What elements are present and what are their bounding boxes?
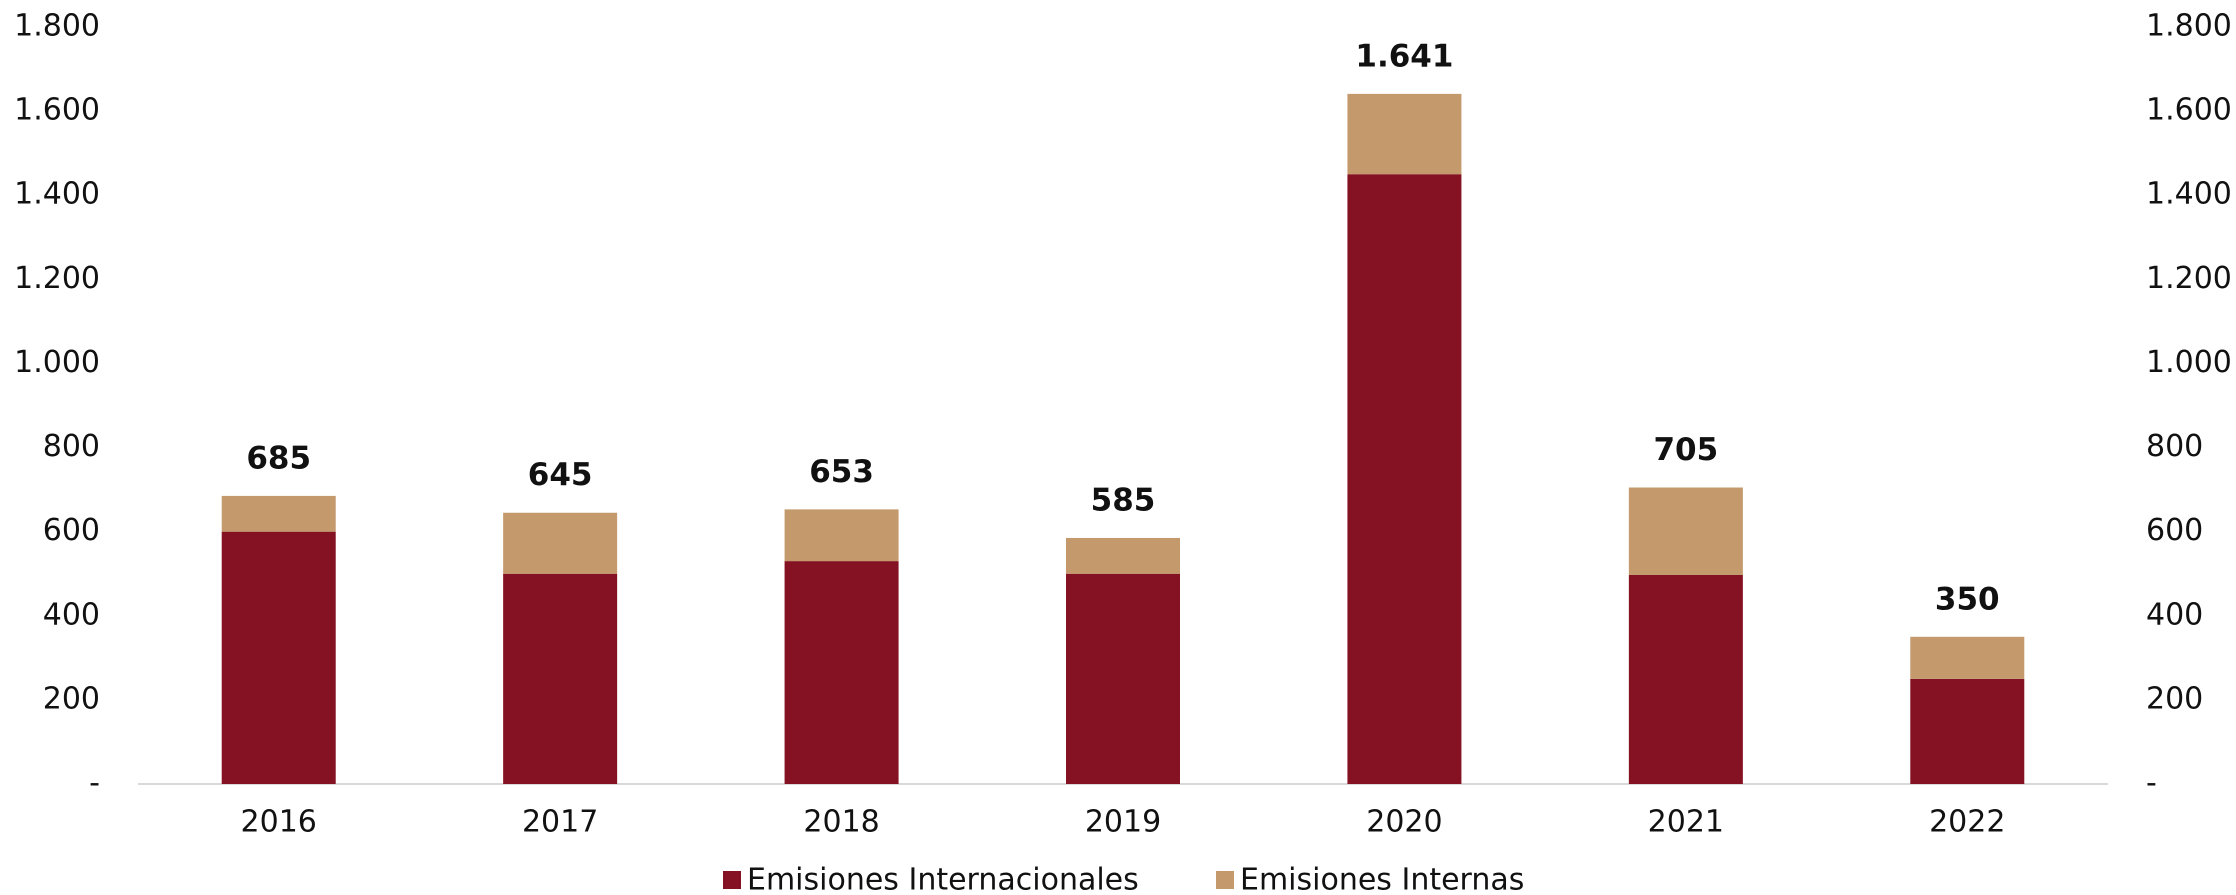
total-label: 705 xyxy=(1653,432,1718,468)
x-tick-label: 2021 xyxy=(1648,805,1724,840)
total-label: 1.641 xyxy=(1355,38,1453,74)
legend-label: Emisiones Internacionales xyxy=(747,863,1139,895)
y2-tick-label: 1.200 xyxy=(2146,261,2232,296)
y-tick-label: 1.800 xyxy=(14,9,100,44)
y2-tick-label: 1.400 xyxy=(2146,177,2232,212)
bar-segment xyxy=(1066,537,1180,574)
y2-tick-label: 1.800 xyxy=(2146,9,2232,44)
bar-segment xyxy=(784,509,899,562)
y-tick-label: - xyxy=(89,766,100,801)
y2-tick-label: 800 xyxy=(2146,429,2203,464)
legend-swatch xyxy=(1216,871,1234,889)
total-label: 350 xyxy=(1935,581,2000,617)
y-tick-label: 1.600 xyxy=(14,93,100,128)
y-tick-label: 1.400 xyxy=(14,177,100,212)
y2-tick-label: 1.000 xyxy=(2146,345,2232,380)
total-label: 685 xyxy=(246,440,311,476)
bar-segment xyxy=(503,512,618,574)
bar-segment xyxy=(1347,93,1462,175)
y-tick-label: 200 xyxy=(43,681,100,716)
bar-segment xyxy=(503,573,618,784)
bar-segment xyxy=(1628,574,1743,784)
bar-segment xyxy=(1628,487,1743,575)
y2-tick-label: 200 xyxy=(2146,681,2203,716)
y2-tick-label: 600 xyxy=(2146,513,2203,548)
y-tick-label: 800 xyxy=(43,429,100,464)
bar-segment xyxy=(221,495,336,532)
bar-segment xyxy=(784,561,899,784)
y-tick-label: 400 xyxy=(43,597,100,632)
y-tick-label: 1.200 xyxy=(14,261,100,296)
bar-segment xyxy=(1910,636,2025,679)
x-tick-label: 2018 xyxy=(803,805,879,840)
total-label: 645 xyxy=(528,457,593,493)
legend-label: Emisiones Internas xyxy=(1240,863,1524,895)
total-label: 653 xyxy=(809,454,874,490)
bar-segment xyxy=(221,531,336,784)
bar-segment xyxy=(1910,678,2025,784)
y2-tick-label: 1.600 xyxy=(2146,93,2232,128)
x-tick-label: 2019 xyxy=(1085,805,1161,840)
bar-segment xyxy=(1347,174,1462,784)
y2-tick-label: - xyxy=(2146,766,2157,801)
x-tick-label: 2017 xyxy=(522,805,598,840)
x-tick-label: 2022 xyxy=(1929,805,2005,840)
y-tick-label: 600 xyxy=(43,513,100,548)
x-tick-label: 2016 xyxy=(241,805,317,840)
bar-segment xyxy=(1066,573,1180,784)
legend-swatch xyxy=(723,871,741,889)
x-tick-label: 2020 xyxy=(1366,805,1442,840)
y2-tick-label: 400 xyxy=(2146,597,2203,632)
y-tick-label: 1.000 xyxy=(14,345,100,380)
total-label: 585 xyxy=(1091,482,1156,518)
